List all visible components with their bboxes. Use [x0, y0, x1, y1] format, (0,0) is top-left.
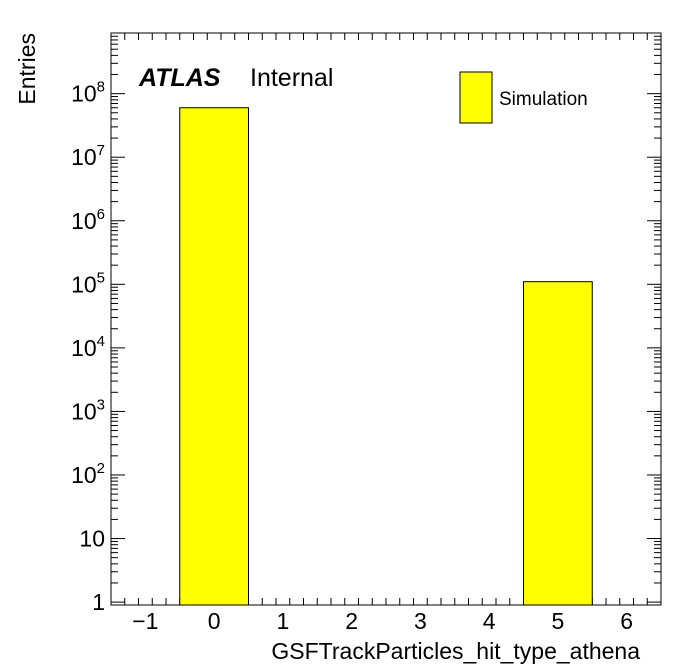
- x-tick-label: 2: [345, 608, 358, 634]
- plot-frame: [110, 32, 662, 606]
- y-axis-title: Entries: [14, 33, 40, 105]
- y-tick-label: 1: [92, 589, 105, 615]
- y-tick-label: 103: [71, 396, 105, 424]
- x-tick-label: −1: [132, 608, 158, 634]
- y-tick-label: 105: [71, 269, 105, 297]
- histogram-bars: [179, 107, 593, 606]
- y-tick-label: 108: [71, 79, 105, 107]
- legend: Simulation: [459, 71, 588, 124]
- y-tick-label: 10: [79, 526, 105, 552]
- x-tick-label: 5: [551, 608, 564, 634]
- histogram-bar: [179, 107, 249, 606]
- atlas-label: ATLAS: [138, 64, 221, 92]
- x-tick-label: 0: [208, 608, 221, 634]
- x-tick-label: 1: [276, 608, 289, 634]
- y-tick-label: 106: [71, 206, 105, 234]
- x-tick-label: 4: [483, 608, 496, 634]
- internal-label: Internal: [250, 64, 333, 92]
- x-axis-title: GSFTrackParticles_hit_type_athena: [271, 638, 640, 664]
- y-tick-label: 104: [71, 333, 105, 361]
- y-tick-labels: 1 10 102 103 104 105 106 107 108: [71, 79, 105, 615]
- histogram-bar: [523, 281, 593, 606]
- x-tick-labels: −1 0 1 2 3 4 5 6: [132, 608, 633, 634]
- y-tick-label: 107: [71, 142, 105, 170]
- y-tick-label: 102: [71, 460, 105, 488]
- legend-entry-simulation: Simulation: [499, 89, 588, 110]
- x-tick-label: 3: [414, 608, 427, 634]
- x-tick-label: 6: [620, 608, 633, 634]
- legend-swatch: [459, 71, 493, 124]
